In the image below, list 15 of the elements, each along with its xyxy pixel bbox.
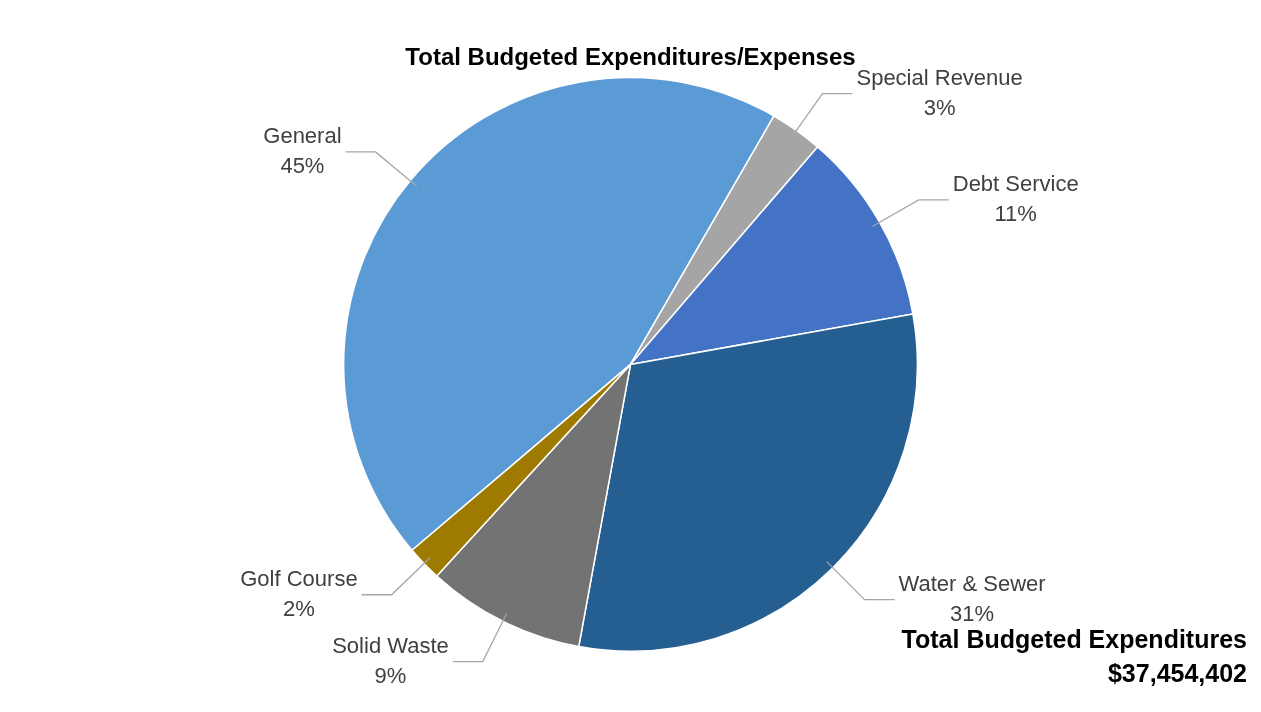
- text: $37,454,402: [1106, 658, 1247, 689]
- slice-label: Water & Sewer: [898, 570, 1046, 596]
- data-label: 3%: [923, 94, 956, 120]
- slice-label: General: [263, 123, 342, 149]
- slice-label: Debt Service: [952, 171, 1079, 197]
- data-label: 11%: [994, 201, 1037, 227]
- chart-title: Total Budgeted Expenditures/Expenses: [405, 43, 856, 71]
- text: Total Budgeted Expenditures: [901, 624, 1247, 655]
- slice-label: Solid Waste: [332, 632, 449, 658]
- slice-label: Golf Course: [240, 565, 358, 591]
- slice-label: Special Revenue: [856, 64, 1023, 90]
- data-label: 2%: [283, 595, 315, 621]
- data-label: 9%: [374, 662, 407, 688]
- data-label: 31%: [950, 600, 995, 626]
- data-label: 45%: [280, 153, 325, 179]
